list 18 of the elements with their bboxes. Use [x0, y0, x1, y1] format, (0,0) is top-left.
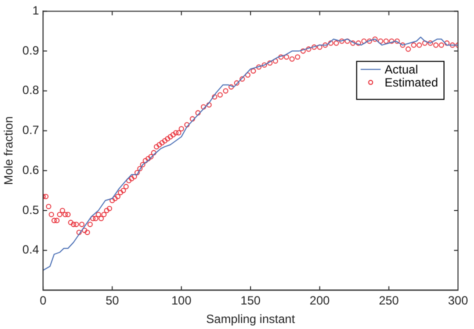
- x-tick-label: 150: [240, 294, 261, 308]
- x-axis-title: Sampling instant: [206, 312, 296, 326]
- x-tick-label: 250: [378, 294, 400, 308]
- y-tick-label: 1: [32, 4, 40, 18]
- x-tick-label: 300: [448, 294, 468, 308]
- y-tick-label: 0.6: [22, 162, 40, 177]
- y-tick-label: 0.7: [22, 123, 40, 138]
- x-tick-label: 50: [106, 294, 120, 308]
- x-tick-label: 100: [171, 294, 192, 308]
- x-tick-label: 0: [40, 294, 47, 308]
- y-tick-label: 0.5: [22, 202, 40, 217]
- y-tick-label: 0.4: [22, 242, 40, 257]
- x-tick-label: 200: [310, 294, 330, 308]
- y-axis-title: Mole fraction: [2, 116, 16, 186]
- legend-label: Actual: [384, 62, 418, 76]
- y-tick-label: 0.8: [22, 83, 40, 98]
- y-tick-label: 0.9: [22, 43, 40, 58]
- legend-label: Estimated: [384, 75, 438, 90]
